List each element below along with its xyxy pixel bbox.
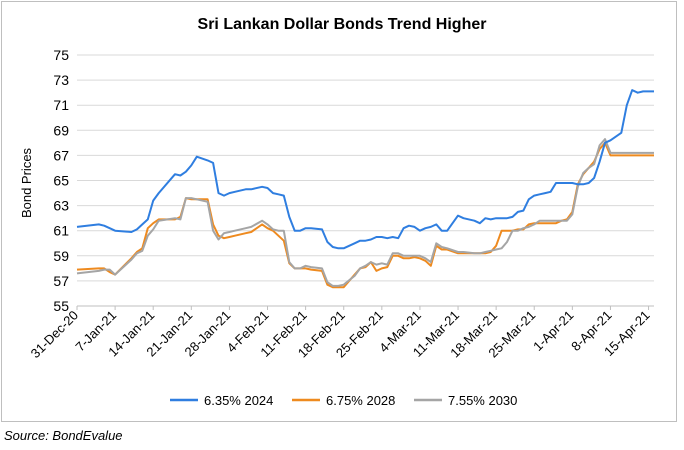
y-tick-label: 65 xyxy=(53,173,69,189)
series-line xyxy=(76,89,654,250)
legend-label: 6.75% 2028 xyxy=(326,393,395,408)
source-note: Source: BondEvalue xyxy=(4,428,123,443)
x-tick-label: 1-Apr-21 xyxy=(530,308,576,354)
series-lines xyxy=(76,89,654,289)
y-tick-label: 57 xyxy=(53,273,69,289)
gridlines xyxy=(77,54,654,307)
y-tick-label: 75 xyxy=(53,47,69,63)
legend: 6.35% 2024 6.75% 2028 7.55% 2030 xyxy=(170,393,517,408)
y-tick-label: 73 xyxy=(53,72,69,88)
y-tick-label: 71 xyxy=(53,97,69,113)
y-axis: 55 57 59 61 63 65 67 69 71 73 75 xyxy=(53,47,69,314)
y-axis-label: Bond Prices xyxy=(19,147,34,218)
y-tick-label: 69 xyxy=(53,122,69,138)
y-tick-label: 59 xyxy=(53,248,69,264)
y-tick-label: 55 xyxy=(53,298,69,314)
x-tick-label: 31-Dec-20 xyxy=(28,308,82,362)
x-axis: 31-Dec-207-Jan-2114-Jan-2121-Jan-2128-Ja… xyxy=(28,306,653,361)
legend-label: 7.55% 2030 xyxy=(448,393,517,408)
series-line xyxy=(76,138,654,287)
y-tick-label: 63 xyxy=(53,198,69,214)
legend-label: 6.35% 2024 xyxy=(204,393,273,408)
chart-frame xyxy=(1,1,677,422)
chart-title: Sri Lankan Dollar Bonds Trend Higher xyxy=(197,16,487,33)
y-tick-label: 61 xyxy=(53,223,69,239)
y-tick-label: 67 xyxy=(53,147,69,163)
